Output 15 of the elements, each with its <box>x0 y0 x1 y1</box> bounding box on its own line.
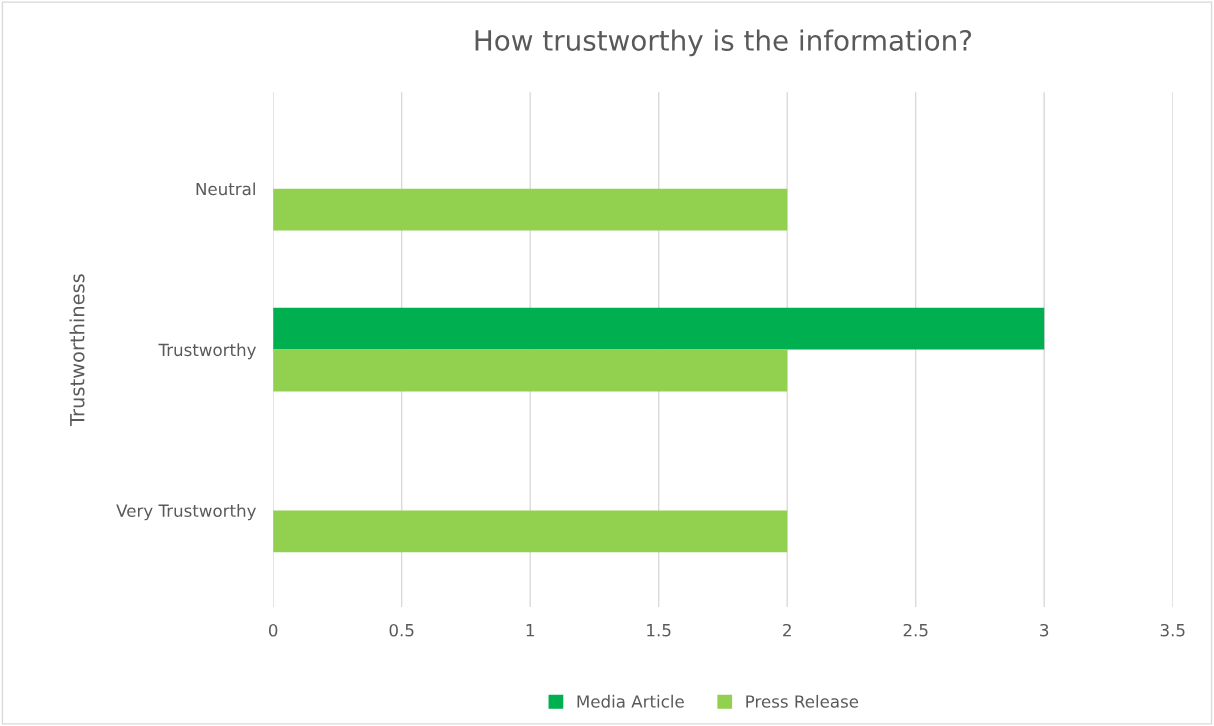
y-tick-label: Very Trustworthy <box>116 504 256 521</box>
x-tick-label: 1.5 <box>647 624 671 637</box>
y-axis-title: Trustworthiness <box>69 274 85 427</box>
x-tick-label: 0.5 <box>389 623 414 637</box>
legend-label: Press Release <box>746 694 859 708</box>
chart-title: How trustworthy is the information? <box>475 29 972 57</box>
x-tick-label: 3 <box>1040 623 1049 637</box>
y-tick-label: Trustworthy <box>158 343 256 360</box>
x-tick-label: 2 <box>783 623 791 637</box>
x-tick-label: 2.5 <box>903 623 928 637</box>
x-tick-label: 0 <box>268 623 278 637</box>
x-tick-label: 1 <box>526 624 534 637</box>
x-tick-label: 3.5 <box>1160 623 1185 637</box>
legend-label: Media Article <box>577 694 684 708</box>
y-tick-label: Neutral <box>196 182 255 196</box>
